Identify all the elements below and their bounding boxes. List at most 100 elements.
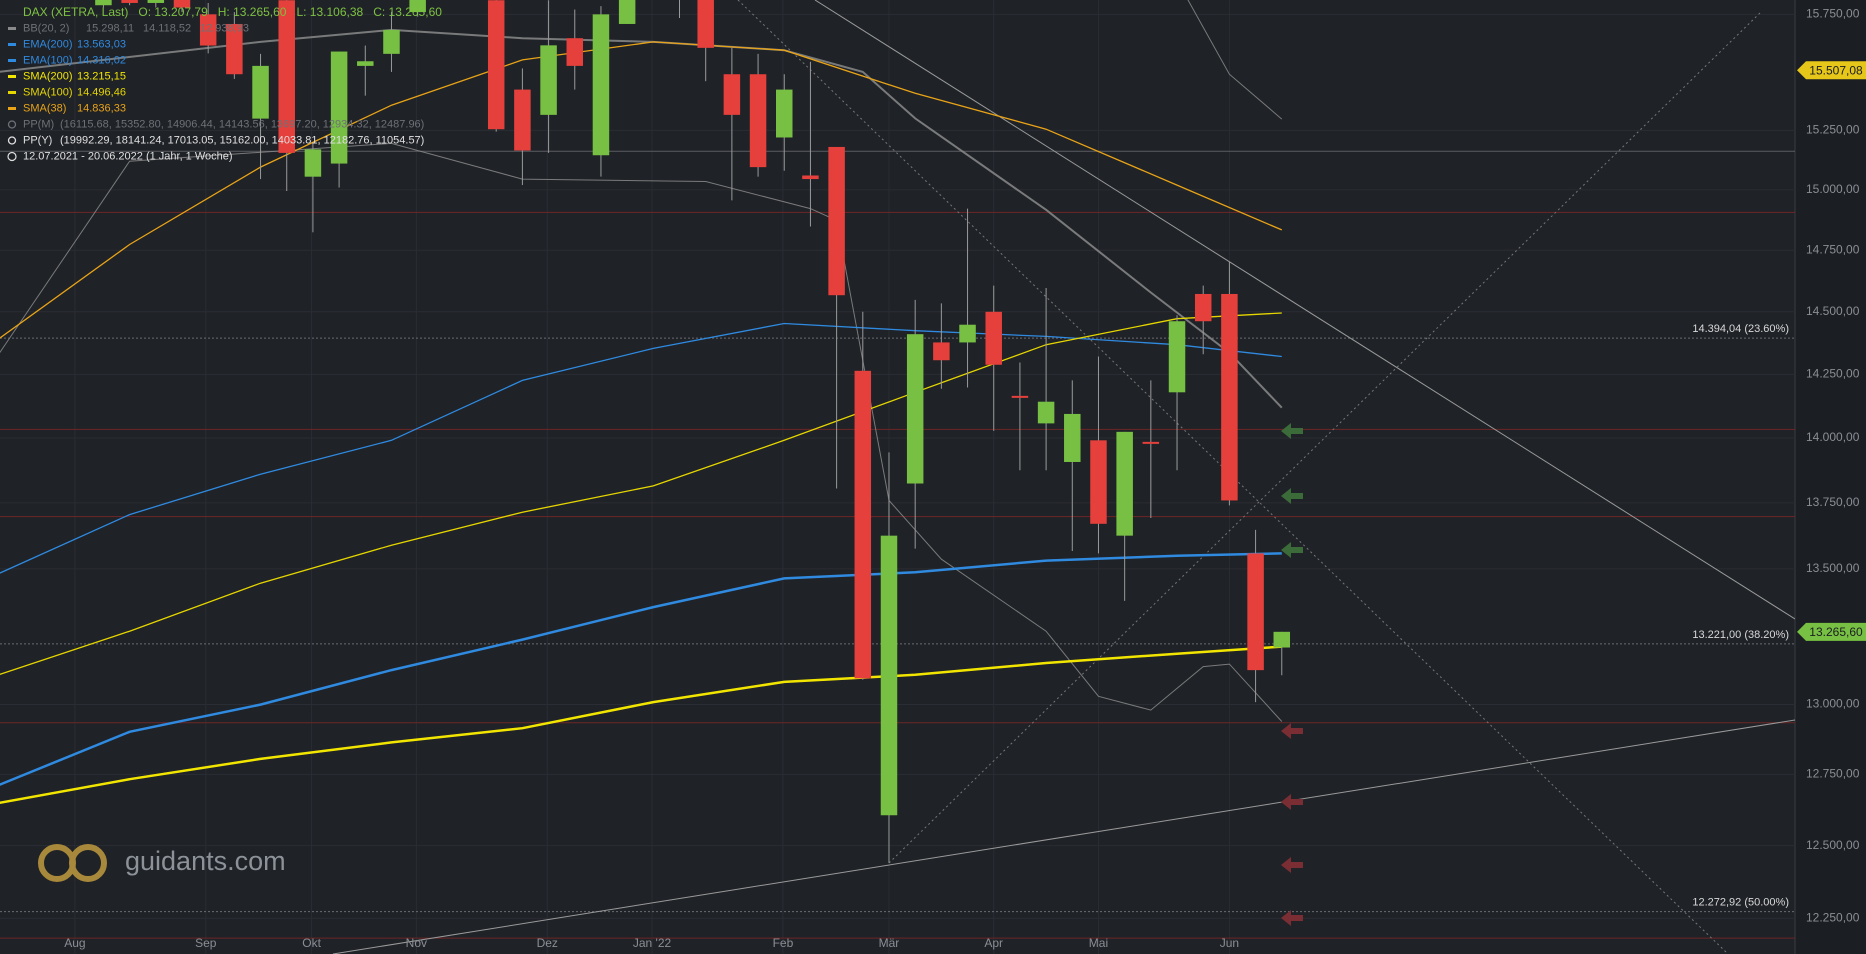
x-tick-label: Jan '22 — [633, 936, 672, 950]
candle-body — [252, 65, 269, 119]
legend-value: 14.118,52 — [143, 22, 191, 34]
legend-value: 13.563,03 — [77, 38, 126, 50]
candle-body — [854, 370, 872, 679]
candles — [95, 0, 1291, 863]
legend-label: BB(20, 2) — [23, 22, 69, 34]
watermark-text: guidants.com — [125, 846, 286, 876]
indicator-line — [0, 312, 1282, 676]
y-tick-label: 14.000,00 — [1806, 430, 1860, 444]
band-line — [0, 28, 1283, 409]
candle-body — [199, 14, 217, 46]
candle-body — [775, 89, 793, 138]
candle-body — [409, 0, 426, 13]
price-tag-label: 15.507,08 — [1809, 63, 1863, 77]
legend-icon — [7, 151, 17, 162]
arrow — [1281, 723, 1303, 739]
candle-body — [304, 149, 322, 177]
y-tick-label: 15.750,00 — [1806, 7, 1860, 21]
candle-body — [1168, 321, 1186, 393]
legend-period: 12.07.2021 - 20.06.2022 (1 Jahr, 1 Woche… — [23, 150, 233, 162]
y-tick-label: 14.500,00 — [1806, 304, 1860, 318]
x-tick-label: Feb — [773, 936, 794, 950]
candle-body — [1037, 401, 1055, 424]
trend-line — [814, 0, 1795, 620]
legend-icon — [8, 91, 16, 94]
legend-icon — [7, 120, 17, 129]
indicator-line — [0, 552, 1282, 786]
x-tick-label: Okt — [302, 936, 321, 950]
legend-value: 14.316,02 — [77, 54, 126, 66]
candle-body — [383, 29, 400, 54]
candle-body — [566, 38, 584, 66]
candle-body — [357, 61, 374, 66]
candle-body — [618, 0, 636, 24]
candle-body — [828, 146, 845, 296]
candle-body — [1221, 293, 1238, 501]
candle-body — [147, 0, 165, 3]
legend-header: DAX (XETRA, Last) O: 13.207,79 H: 13.265… — [23, 5, 442, 19]
legend-value: (19992.29, 18141.24, 17013.05, 15162.00,… — [60, 134, 424, 146]
indicator-line — [0, 322, 1282, 574]
level-lines — [0, 150, 1795, 939]
arrow — [1281, 542, 1303, 558]
y-tick-label: 14.250,00 — [1806, 367, 1860, 381]
candle-body — [1273, 631, 1291, 648]
candle-body — [1194, 293, 1212, 322]
candle-body — [749, 74, 767, 168]
price-tag-label: 13.265,60 — [1809, 625, 1863, 639]
legend-label: SMA(100) — [23, 86, 73, 98]
logo — [69, 844, 107, 882]
candle-body — [933, 342, 950, 361]
y-tick-label: 13.750,00 — [1806, 495, 1860, 509]
arrow — [1281, 488, 1303, 504]
arrows — [1281, 423, 1303, 926]
legend-label: EMA(100) — [23, 54, 73, 66]
candle-body — [723, 74, 741, 115]
legend-icon — [8, 59, 16, 62]
candle-body — [985, 311, 1002, 365]
indicator-line — [0, 645, 1282, 805]
candle-body — [1090, 440, 1107, 524]
x-tick-label: Apr — [984, 936, 1003, 950]
fib-label: 13.221,00 (38.20%) — [1692, 629, 1789, 641]
y-tick-label: 15.000,00 — [1806, 182, 1860, 196]
candle-body — [1142, 441, 1160, 444]
x-tick-label: Mai — [1089, 936, 1108, 950]
legend-value: 12.938,93 — [200, 22, 249, 34]
candle-body — [906, 334, 924, 484]
fib-label: 14.394,04 (23.60%) — [1692, 323, 1789, 335]
y-tick-label: 13.000,00 — [1806, 697, 1860, 711]
legend-value: 14.836,33 — [77, 102, 126, 114]
legend-value: (16115.68, 15352.80, 14906.44, 14143.56,… — [60, 118, 424, 130]
legend-icon — [8, 75, 16, 78]
candle-body — [278, 0, 295, 153]
legend: DAX (XETRA, Last) O: 13.207,79 H: 13.265… — [7, 5, 442, 162]
legend-label: SMA(38) — [23, 102, 66, 114]
legend-icon — [8, 27, 16, 30]
candle-body — [173, 0, 191, 8]
y-tick-label: 15.250,00 — [1806, 123, 1860, 137]
legend-icon — [8, 107, 16, 110]
watermark: guidants.com — [38, 844, 286, 882]
candle-body — [487, 0, 505, 130]
legend-value: 13.215,15 — [77, 70, 126, 82]
labels: 15.750,00 15.250,00 15.000,00 14.750,00 14.5… — [64, 7, 1866, 950]
x-tick-label: Sep — [195, 936, 217, 950]
arrow — [1281, 423, 1303, 439]
y-tick-label: 13.500,00 — [1806, 561, 1860, 575]
candle-body — [1011, 395, 1029, 398]
y-tick-label: 14.750,00 — [1806, 242, 1860, 256]
indicator-lines — [0, 0, 1283, 805]
x-tick-label: Dez — [537, 936, 558, 950]
price-tag — [1797, 622, 1866, 641]
x-tick-label: Nov — [406, 936, 427, 950]
candle-body — [592, 14, 610, 156]
trend-line — [332, 719, 1795, 954]
candle-body — [540, 45, 557, 115]
band-line — [1187, 0, 1283, 120]
legend-label: EMA(200) — [23, 38, 73, 50]
plot-background — [0, 0, 1795, 954]
candle-body — [330, 51, 348, 164]
candle-body — [959, 324, 976, 343]
